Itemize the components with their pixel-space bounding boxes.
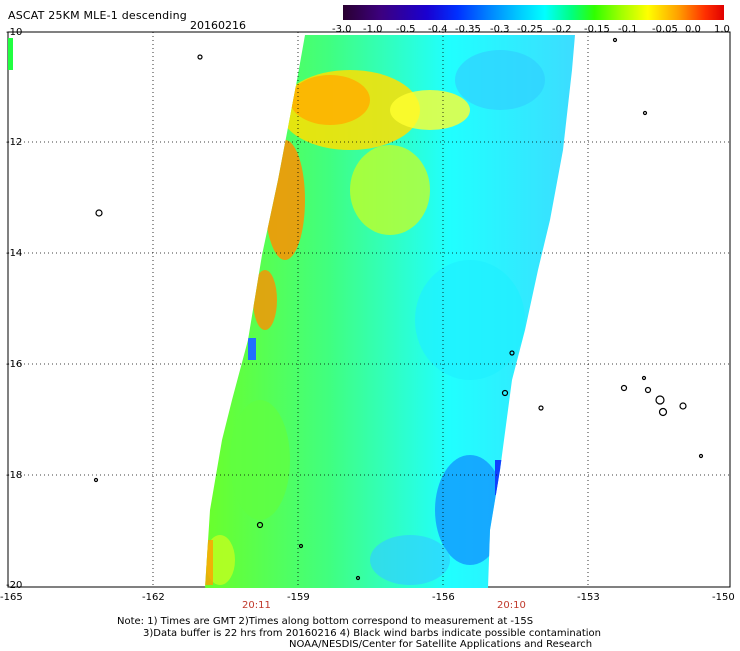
lon-label: -159 [287,592,310,603]
scale-label: -0.1 [618,24,638,35]
scale-label: -0.05 [652,24,678,35]
lon-label: -162 [142,592,165,603]
island-outlines [93,37,704,581]
note-line-1: Note: 1) Times are GMT 2)Times along bot… [117,616,534,627]
color-scale-labels: -3.0 -1.0 -0.5 -0.4 -0.35 -0.3 -0.25 -0.… [330,24,740,38]
lat-label: -20 [6,580,23,591]
lat-label: -18 [6,470,23,481]
color-scale-bar [343,5,724,20]
scale-label: -0.3 [490,24,510,35]
scale-label: 0.0 [685,24,701,35]
lat-label: -14 [6,248,23,259]
lon-label: -153 [577,592,600,603]
note-line-2: 3)Data buffer is 22 hrs from 20160216 4)… [143,628,601,639]
scale-label: -0.15 [584,24,610,35]
scale-label: -3.0 [332,24,352,35]
note-line-3: NOAA/NESDIS/Center for Satellite Applica… [289,639,593,650]
lat-lon-grid [8,32,730,587]
scale-label: -0.4 [428,24,448,35]
scale-label: -0.2 [552,24,572,35]
ascat-swath [205,35,575,588]
scale-label: -0.35 [455,24,481,35]
time-label: 20:11 [242,600,271,611]
lat-label: -16 [6,359,23,370]
lon-label: -165 [0,592,23,603]
map-title: ASCAT 25KM MLE-1 descending [8,9,187,22]
lon-label: -156 [432,592,455,603]
lon-label: -150 [712,592,735,603]
map-date: 20160216 [190,19,246,32]
lat-label: -10 [6,27,23,38]
lat-label: -12 [6,137,23,148]
swath-edge-marker [8,38,13,70]
scale-label: -1.0 [363,24,383,35]
scale-label: -0.25 [517,24,543,35]
time-label: 20:10 [497,600,526,611]
scale-label: 1.0 [714,24,730,35]
scale-label: -0.5 [396,24,416,35]
